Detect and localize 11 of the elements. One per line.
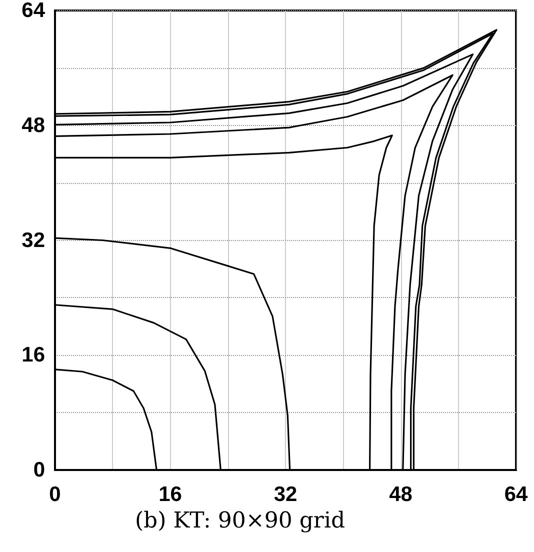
x-tick-label: 32 [274, 483, 298, 506]
x-tick-label: 16 [158, 483, 182, 506]
x-tick-label: 48 [389, 483, 413, 506]
text: (b) KT: 90×90 grid [134, 508, 346, 534]
x-tick-label: 0 [49, 483, 61, 506]
y-tick-label: 48 [22, 114, 46, 137]
x-tick-label: 64 [504, 483, 528, 506]
y-tick-label: 0 [33, 458, 45, 482]
y-tick-label: 64 [22, 0, 46, 22]
y-tick-label: 16 [22, 344, 45, 367]
y-tick-label: 32 [22, 228, 45, 252]
